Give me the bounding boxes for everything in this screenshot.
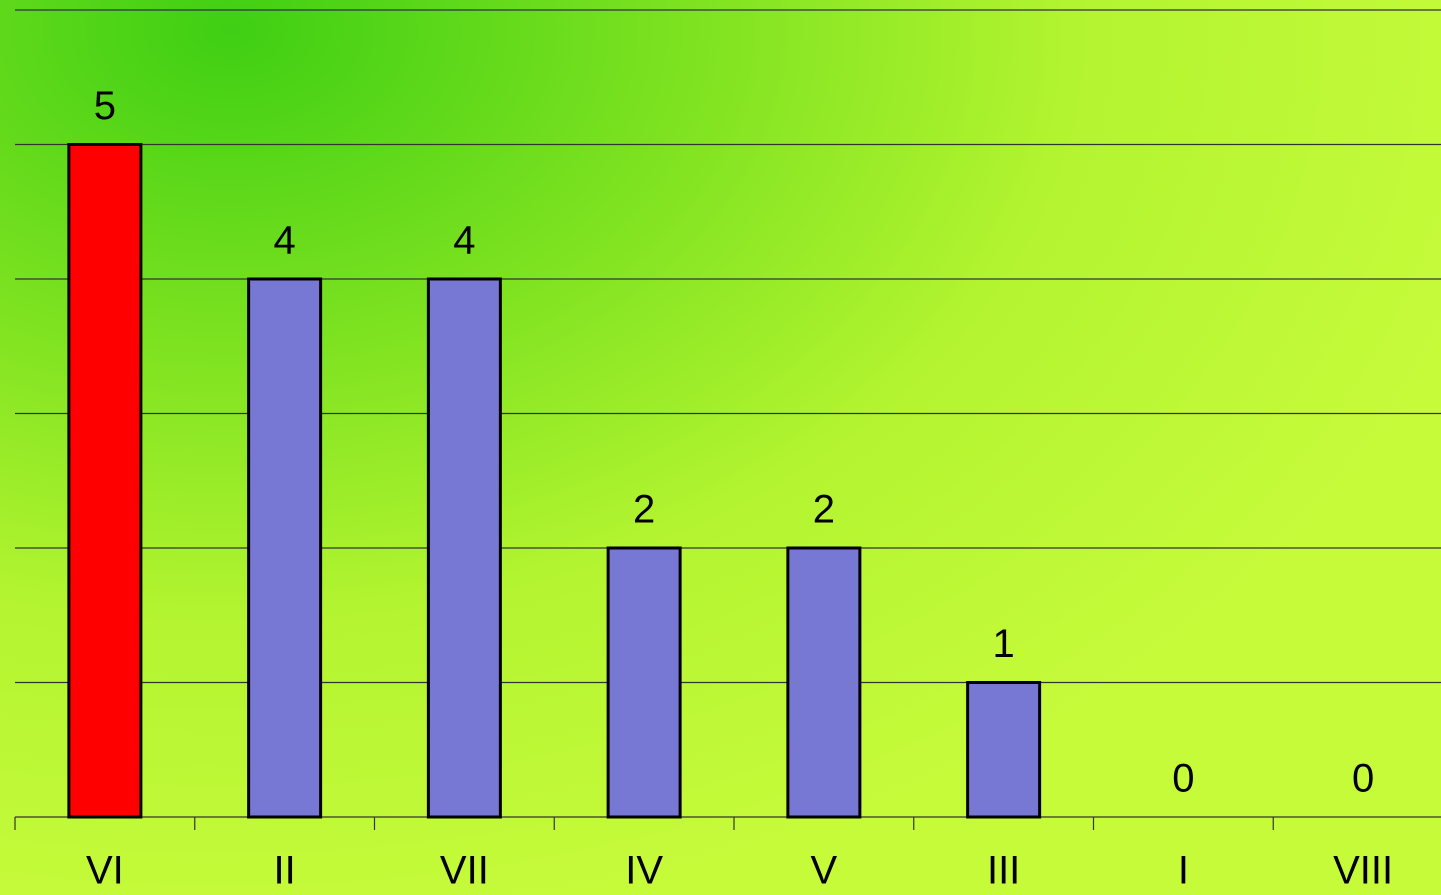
- x-tick-label: VI: [86, 849, 124, 893]
- bar: [247, 277, 323, 819]
- data-label: 4: [274, 219, 296, 263]
- data-label: 0: [1172, 757, 1194, 801]
- x-tick-label: IV: [625, 849, 663, 893]
- data-label: 1: [993, 622, 1015, 666]
- data-label: 2: [813, 488, 835, 532]
- x-tick-label: III: [987, 849, 1020, 893]
- x-tick-label: VII: [440, 849, 489, 893]
- x-tick-label: VIII: [1333, 849, 1393, 893]
- data-label: 5: [94, 84, 116, 128]
- x-tick-label: II: [274, 849, 296, 893]
- x-tick-label: I: [1178, 849, 1189, 893]
- bar: [426, 277, 502, 819]
- bar: [966, 681, 1042, 819]
- bar: [606, 546, 682, 819]
- data-label: 4: [453, 219, 475, 263]
- data-label: 2: [633, 488, 655, 532]
- bar: [67, 143, 143, 819]
- x-tick-label: V: [811, 849, 838, 893]
- data-label: 0: [1352, 757, 1374, 801]
- bar: [786, 546, 862, 819]
